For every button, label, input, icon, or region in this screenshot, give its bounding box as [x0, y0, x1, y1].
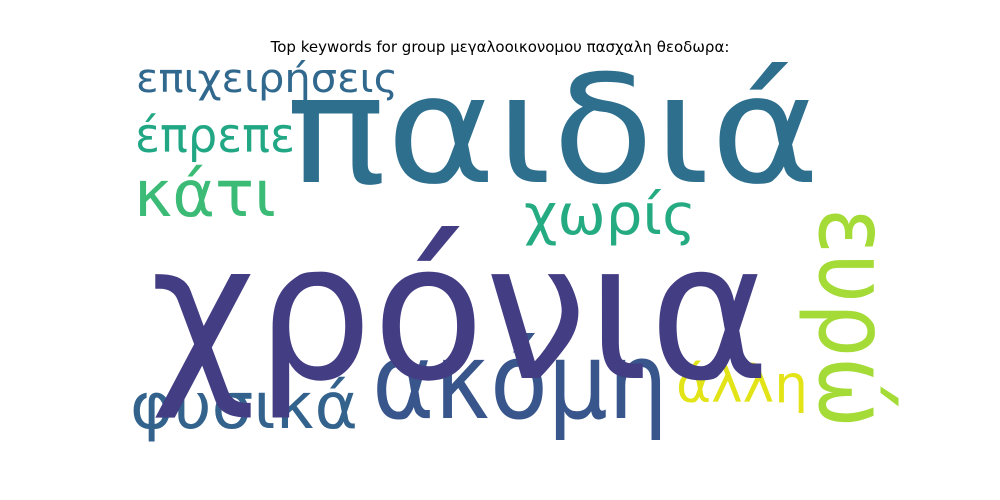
- word-5: χωρίς: [524, 183, 696, 248]
- chart-title: Top keywords for group μεγαλοοικονομου π…: [270, 38, 730, 56]
- word-2: ακόμη: [372, 320, 668, 443]
- word-0: χρόνια: [150, 202, 770, 423]
- word-8: επιχειρήσεις: [136, 56, 398, 102]
- word-4: φυσικά: [130, 370, 358, 444]
- word-7: έπρεπε: [135, 108, 295, 164]
- word-6: κάτι: [134, 158, 276, 232]
- word-3: ευρώ: [796, 208, 910, 428]
- word-9: άλλη: [676, 355, 808, 415]
- word-1: παιδιά: [286, 44, 820, 218]
